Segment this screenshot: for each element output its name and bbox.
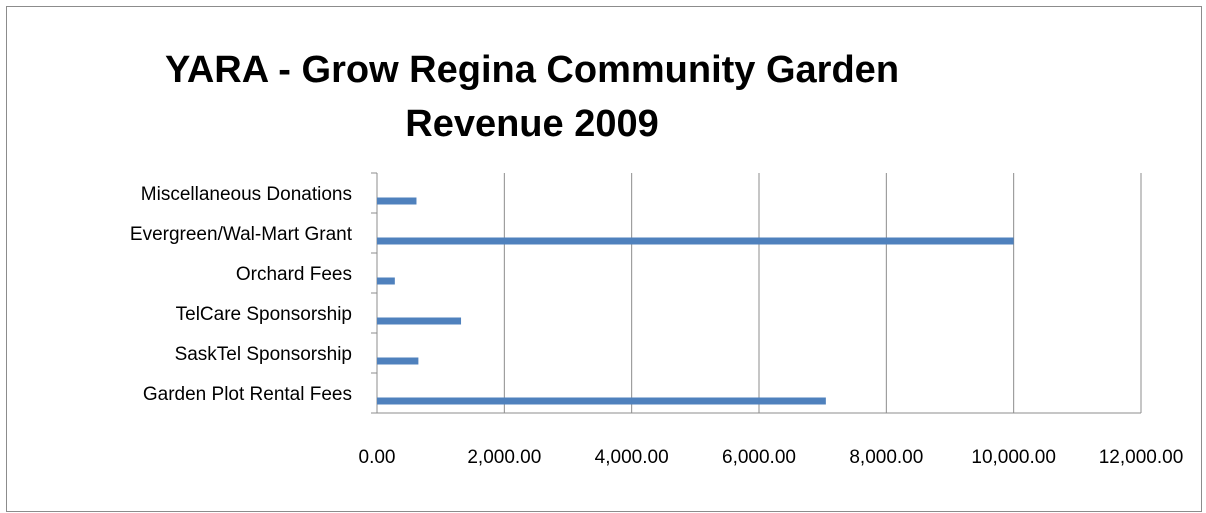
category-label: TelCare Sponsorship (176, 304, 352, 325)
x-tick-label: 0.00 (359, 447, 396, 468)
x-tick-label: 6,000.00 (722, 447, 796, 468)
chart-title: YARA - Grow Regina Community Garden Reve… (7, 43, 1057, 151)
bar (377, 357, 419, 365)
bar (377, 397, 826, 405)
chart-title-line-2: Revenue 2009 (405, 103, 659, 145)
category-label: Orchard Fees (236, 264, 352, 285)
x-tick-label: 4,000.00 (595, 447, 669, 468)
bar (377, 197, 417, 205)
category-label: SaskTel Sponsorship (175, 344, 352, 365)
x-tick-label: 8,000.00 (849, 447, 923, 468)
category-label: Evergreen/Wal-Mart Grant (130, 224, 353, 245)
chart-frame: YARA - Grow Regina Community Garden Reve… (6, 6, 1202, 512)
chart-title-line-1: YARA - Grow Regina Community Garden (164, 49, 900, 91)
bar (377, 277, 395, 285)
x-tick-label: 12,000.00 (1099, 447, 1184, 468)
x-tick-label: 10,000.00 (971, 447, 1056, 468)
bar (377, 317, 462, 325)
bar (377, 237, 1014, 245)
x-tick-label: 2,000.00 (467, 447, 541, 468)
category-label: Miscellaneous Donations (141, 184, 352, 205)
category-label: Garden Plot Rental Fees (143, 384, 352, 405)
